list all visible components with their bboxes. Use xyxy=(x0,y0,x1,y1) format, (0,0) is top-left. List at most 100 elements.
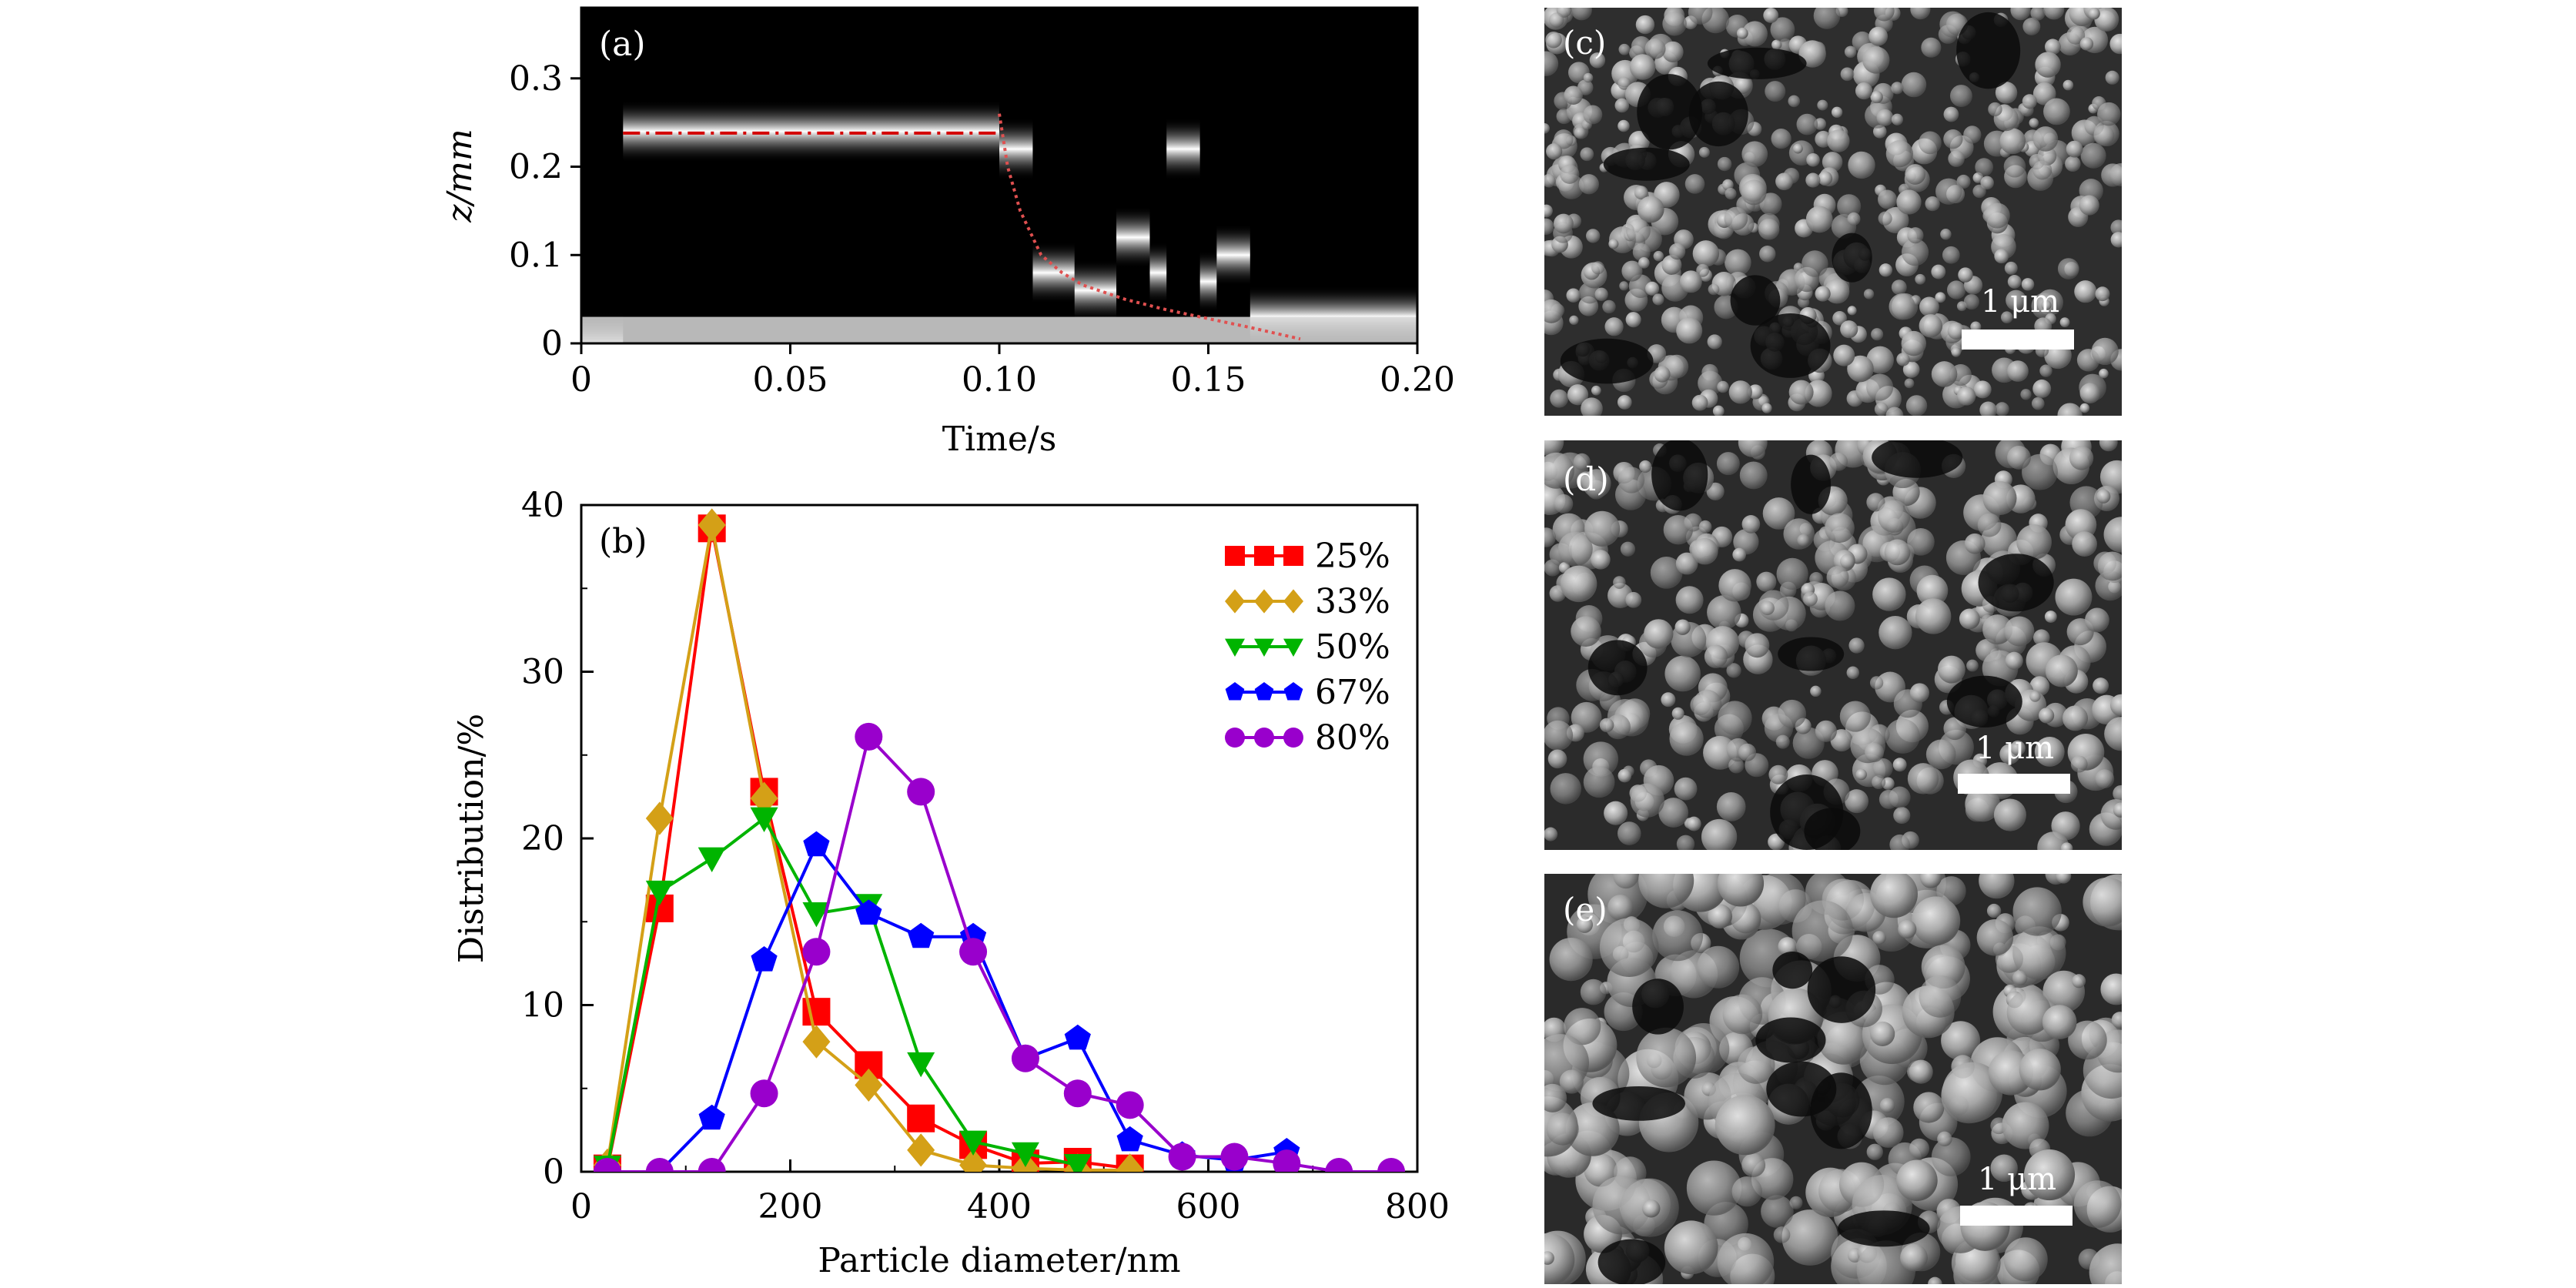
data-point xyxy=(750,1079,778,1108)
particle xyxy=(1891,82,1904,95)
particle xyxy=(1840,67,1855,82)
particle xyxy=(1761,1195,1794,1228)
particle xyxy=(1544,1251,1554,1265)
particle xyxy=(1544,827,1558,841)
particle xyxy=(2007,445,2031,470)
data-point xyxy=(855,722,883,751)
particle xyxy=(1856,1240,1916,1284)
data-point xyxy=(959,938,988,966)
particle xyxy=(2022,94,2037,109)
legend-marker xyxy=(1283,589,1303,614)
particle xyxy=(1544,527,1556,547)
pore xyxy=(1637,74,1703,150)
particle xyxy=(1943,129,1963,149)
panel-b-ytick-label: 40 xyxy=(521,486,564,525)
particle xyxy=(1583,105,1603,125)
pore xyxy=(1755,1017,1826,1063)
particle xyxy=(1788,95,1801,108)
pore xyxy=(1587,640,1648,696)
particle xyxy=(1715,1095,1775,1156)
particle xyxy=(1765,81,1786,102)
particle xyxy=(2093,125,2115,146)
particle xyxy=(1907,527,1935,556)
particle xyxy=(2091,337,2119,366)
particle xyxy=(1617,395,1632,410)
particle xyxy=(1919,874,1942,888)
legend-marker xyxy=(1254,682,1274,701)
data-point xyxy=(1011,1142,1039,1168)
particle xyxy=(1995,402,2009,416)
particle xyxy=(1979,874,2015,899)
particle xyxy=(1825,590,1855,621)
particle xyxy=(1791,900,1854,962)
particle xyxy=(1725,249,1751,276)
legend-marker xyxy=(1254,589,1274,614)
particle xyxy=(2003,1237,2048,1282)
particle xyxy=(1872,758,1893,778)
particle xyxy=(1722,179,1734,191)
data-point xyxy=(855,899,882,925)
particle xyxy=(1717,380,1729,393)
heatmap-column-6 xyxy=(1149,242,1167,304)
particle xyxy=(1559,1069,1584,1094)
particle xyxy=(2004,616,2035,647)
panel-a-heatmap xyxy=(581,100,1417,343)
sem-image-c: (c) 1 μm xyxy=(1544,8,2122,416)
particle xyxy=(2043,8,2065,20)
particle xyxy=(1544,173,1556,188)
panel-a-xtick-label: 0.20 xyxy=(1380,360,1455,400)
panel-a-xtick-label: 0 xyxy=(570,360,592,400)
particle xyxy=(1638,257,1650,269)
particle xyxy=(1848,637,1865,654)
particle xyxy=(2004,261,2018,275)
particle xyxy=(1892,758,1907,772)
particle xyxy=(1712,405,1725,416)
pore xyxy=(1832,233,1872,283)
legend-marker xyxy=(1283,546,1303,566)
particle xyxy=(1878,211,1892,226)
data-point xyxy=(1273,1149,1301,1172)
panel-a-chart: 0 0.05 0.10 0.15 0.20 0 0.1 0.2 0.3 (a) Time/s z… xyxy=(440,6,1455,459)
panel-b-xtick-label: 0 xyxy=(570,1187,592,1226)
particle xyxy=(2066,25,2086,45)
particle xyxy=(1741,515,1761,534)
particle xyxy=(1993,798,2026,831)
particle xyxy=(1771,39,1782,50)
legend-marker xyxy=(1225,589,1245,614)
sem-image-d-scalebar xyxy=(1958,774,2070,794)
particle xyxy=(1889,834,1910,850)
particle xyxy=(1632,243,1651,262)
particle xyxy=(2065,156,2081,172)
particle xyxy=(2080,142,2106,169)
particle xyxy=(1905,164,1926,185)
particle xyxy=(1686,1160,1742,1216)
data-point xyxy=(698,1104,725,1130)
sem-image-e-scalebar xyxy=(1960,1206,2073,1226)
data-point xyxy=(802,938,831,966)
particle xyxy=(1847,212,1861,226)
particle xyxy=(1613,576,1626,589)
particle xyxy=(1839,701,1871,732)
data-point xyxy=(1063,1153,1092,1172)
pore xyxy=(1560,338,1654,384)
panel-b-xtick-label: 400 xyxy=(967,1187,1032,1226)
particle xyxy=(1949,85,1972,107)
particle xyxy=(1650,557,1683,589)
particle xyxy=(1797,534,1810,547)
panel-b-xlabel: Particle diameter/nm xyxy=(818,1241,1180,1280)
particle xyxy=(2030,8,2046,21)
particle xyxy=(1781,1209,1838,1266)
particle xyxy=(1872,577,1906,611)
particle xyxy=(1792,143,1803,154)
particle xyxy=(2057,258,2079,279)
particle xyxy=(1583,72,1594,83)
particle xyxy=(1919,975,1962,1018)
particle xyxy=(1642,1199,1661,1218)
particle xyxy=(1832,311,1847,326)
legend-marker xyxy=(1283,682,1303,701)
particle xyxy=(1691,394,1708,411)
pore xyxy=(1772,952,1813,989)
particle xyxy=(1874,8,1895,22)
particle xyxy=(1566,288,1581,303)
particle xyxy=(1617,821,1641,845)
